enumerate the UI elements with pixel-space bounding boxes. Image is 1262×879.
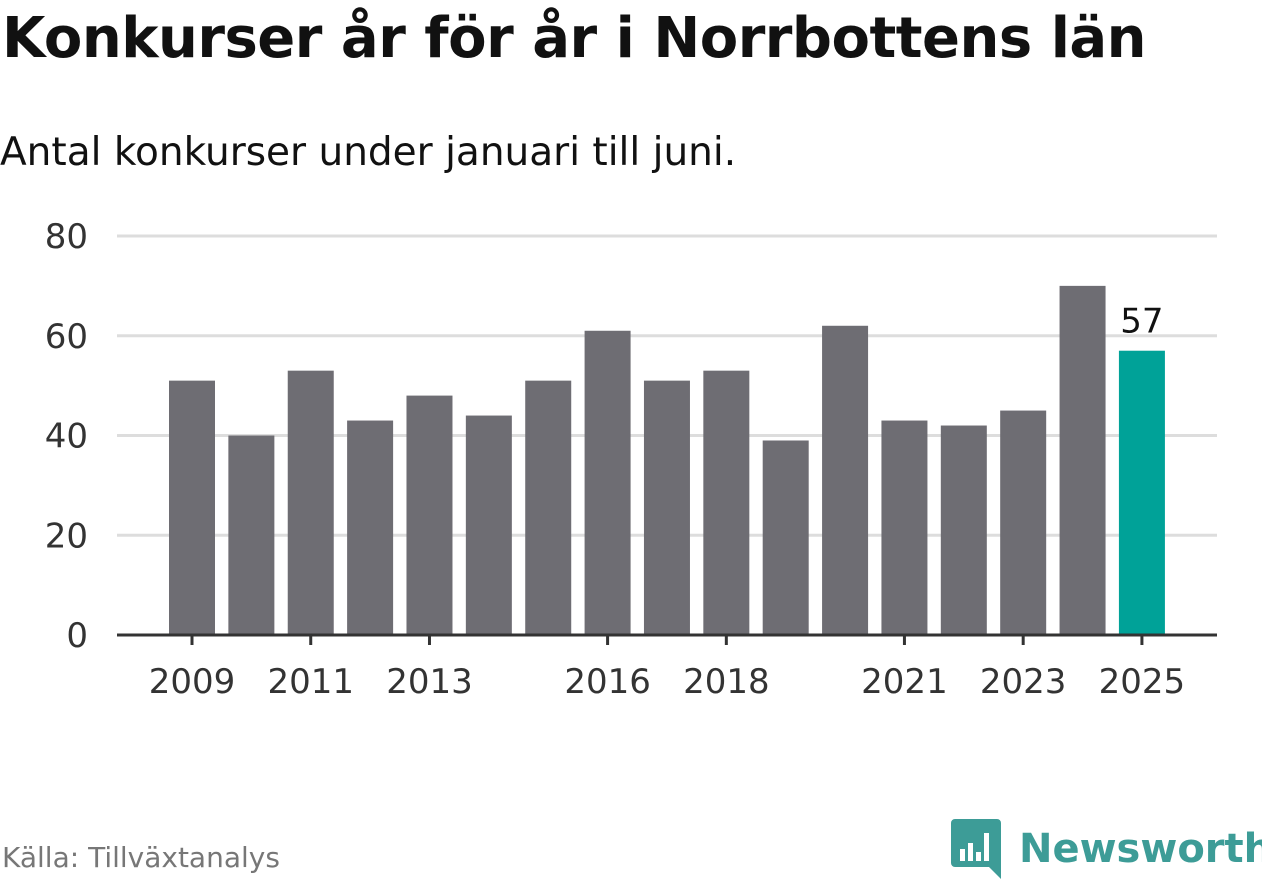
y-tick-label: 20 (45, 516, 88, 556)
x-tick-label: 2018 (683, 662, 770, 702)
data-label: 57 (1120, 302, 1163, 342)
x-tick-label: 2011 (267, 662, 354, 702)
bar-2017 (643, 380, 690, 635)
bar-2019 (762, 440, 809, 635)
bar-2011 (287, 370, 334, 635)
x-tick-label: 2013 (386, 662, 473, 702)
bar-2010 (228, 435, 275, 635)
bar-2015 (525, 380, 572, 635)
y-tick-label: 60 (45, 317, 88, 357)
bar-2020 (822, 325, 869, 635)
bar-2022 (940, 425, 987, 635)
y-tick-label: 40 (45, 417, 88, 457)
bar-2016 (584, 330, 631, 635)
bar-2023 (1000, 410, 1047, 635)
y-tick-label: 0 (66, 616, 88, 656)
bar-2009 (169, 380, 215, 635)
bar-2012 (347, 420, 394, 635)
bar-2021 (881, 420, 928, 635)
y-axis-tick-labels: 0 20 40 60 80 (45, 217, 88, 656)
bar-2013 (406, 395, 453, 635)
source-note: Källa: Tillväxtanalys (2, 841, 280, 874)
x-tick-label: 2025 (1099, 662, 1186, 702)
bars (169, 285, 1165, 635)
newsworthy-bar-chart-icon (951, 819, 1001, 879)
x-tick-label: 2023 (980, 662, 1067, 702)
x-tick-label: 2016 (564, 662, 651, 702)
bar-2018 (703, 370, 750, 635)
newsworthy-logo-text: Newsworthy (1019, 826, 1262, 872)
x-tick-label: 2009 (149, 662, 236, 702)
annotations: 57 (1120, 302, 1163, 342)
x-tick-label: 2021 (861, 662, 948, 702)
bar-2025 (1118, 350, 1165, 635)
chart-subtitle: Antal konkurser under januari till juni. (0, 130, 737, 175)
y-tick-label: 80 (45, 217, 88, 257)
chart-title: Konkurser år för år i Norrbottens län (2, 6, 1147, 71)
bar-2014 (465, 415, 512, 635)
newsworthy-logo: Newsworthy (951, 819, 1262, 879)
x-axis-ticks: 2009 2011 2013 2016 2018 2021 2023 2025 (149, 635, 1185, 702)
bar-2024 (1059, 285, 1106, 635)
